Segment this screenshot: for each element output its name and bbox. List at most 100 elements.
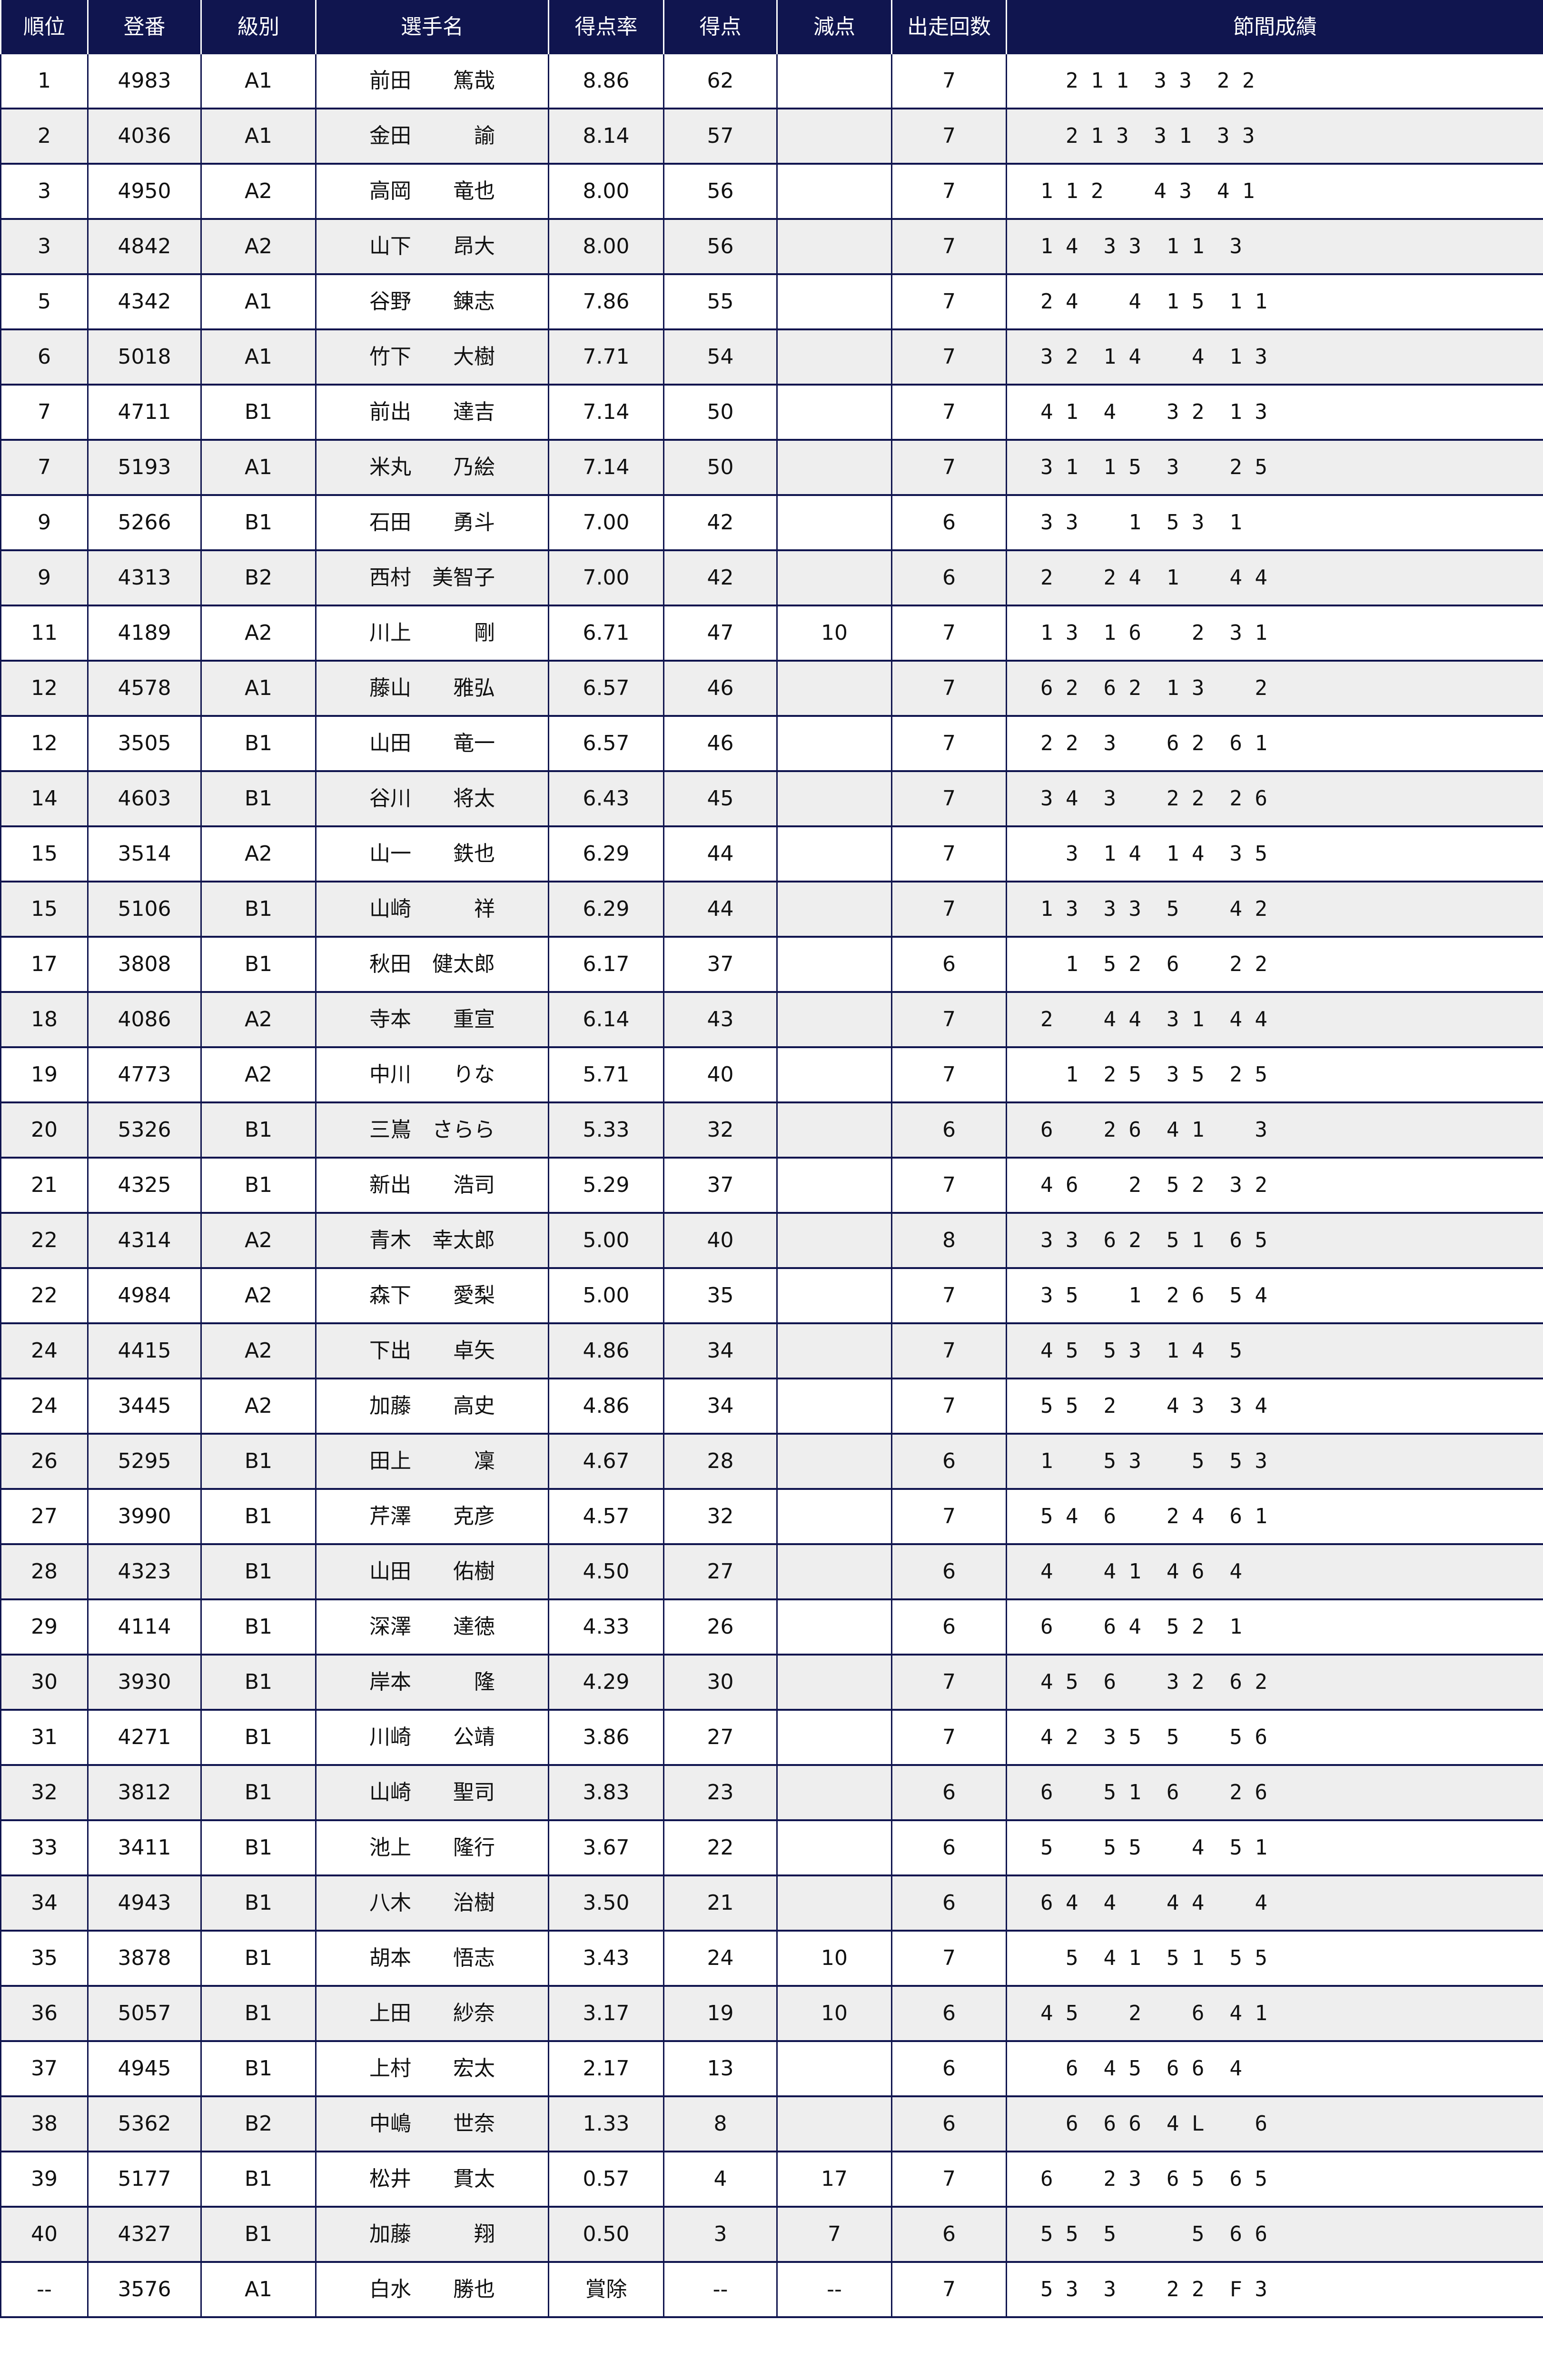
cell-point-rate: 4.50 <box>548 1544 664 1600</box>
cell-racer-name: 山田 佑樹 <box>315 1544 549 1600</box>
cell-racer-name: 田上 凜 <box>315 1434 549 1490</box>
table-row: 9 4313 B2 西村 美智子 7.00 42 6 2 2 4 1 4 4 <box>0 550 1543 606</box>
cell-racer-name: 山田 竜一 <box>315 716 549 772</box>
cell-starts: 7 <box>891 1378 1007 1435</box>
cell-series-results: 3 4 3 2 2 2 6 <box>1006 771 1543 827</box>
cell-class: A2 <box>200 826 317 883</box>
cell-reg-no: 4189 <box>87 605 202 662</box>
cell-reg-no: 4943 <box>87 1875 202 1932</box>
table-row: 34 4943 B1 八木 治樹 3.50 21 6 6 4 4 4 4 4 <box>0 1875 1543 1932</box>
cell-point-rate: 0.50 <box>548 2207 664 2263</box>
cell-point-rate: 4.67 <box>548 1434 664 1490</box>
cell-series-results: 1 4 3 3 1 1 3 <box>1006 219 1543 275</box>
cell-series-results: 4 4 1 4 6 4 <box>1006 1544 1543 1600</box>
cell-deduction: 17 <box>776 2152 892 2208</box>
cell-starts: 6 <box>891 2207 1007 2263</box>
cell-reg-no: 3878 <box>87 1931 202 1987</box>
table-row: 7 4711 B1 前出 達吉 7.14 50 7 4 1 4 3 2 1 3 <box>0 385 1543 441</box>
cell-series-results: 6 4 4 4 4 4 <box>1006 1875 1543 1932</box>
cell-points: 34 <box>663 1323 778 1379</box>
cell-racer-name: 石田 勇斗 <box>315 495 549 551</box>
cell-point-rate: 7.14 <box>548 440 664 496</box>
cell-point-rate: 8.86 <box>548 54 664 109</box>
table-row: -- 3576 A1 白水 勝也 賞除 -- -- 7 5 3 3 2 2 F 3 <box>0 2262 1543 2318</box>
cell-rank: 39 <box>0 2152 89 2208</box>
cell-series-results: 6 6 4 5 2 1 <box>1006 1599 1543 1656</box>
cell-racer-name: 加藤 高史 <box>315 1378 549 1435</box>
table-row: 27 3990 B1 芹澤 克彦 4.57 32 7 5 4 6 2 4 6 1 <box>0 1489 1543 1545</box>
cell-starts: 7 <box>891 274 1007 330</box>
cell-deduction <box>776 219 892 275</box>
table-row: 22 4984 A2 森下 愛梨 5.00 35 7 3 5 1 2 6 5 4 <box>0 1268 1543 1324</box>
cell-series-results: 1 2 5 3 5 2 5 <box>1006 1047 1543 1103</box>
cell-starts: 6 <box>891 1599 1007 1656</box>
cell-point-rate: 7.86 <box>548 274 664 330</box>
table-row: 28 4323 B1 山田 佑樹 4.50 27 6 4 4 1 4 6 4 <box>0 1544 1543 1600</box>
cell-starts: 7 <box>891 329 1007 386</box>
cell-class: A1 <box>200 440 317 496</box>
cell-starts: 6 <box>891 1986 1007 2042</box>
cell-reg-no: 4086 <box>87 992 202 1048</box>
cell-racer-name: 青木 幸太郎 <box>315 1213 549 1269</box>
cell-series-results: 4 5 6 3 2 6 2 <box>1006 1655 1543 1711</box>
cell-rank: 34 <box>0 1875 89 1932</box>
cell-points: 23 <box>663 1765 778 1821</box>
table-row: 37 4945 B1 上村 宏太 2.17 13 6 6 4 5 6 6 4 <box>0 2041 1543 2097</box>
cell-reg-no: 4323 <box>87 1544 202 1600</box>
cell-racer-name: 金田 諭 <box>315 109 549 165</box>
cell-racer-name: 中川 りな <box>315 1047 549 1103</box>
cell-point-rate: 4.33 <box>548 1599 664 1656</box>
cell-point-rate: 8.00 <box>548 164 664 220</box>
header-series-results: 節間成績 <box>1006 0 1543 54</box>
cell-class: A2 <box>200 1213 317 1269</box>
cell-rank: 5 <box>0 274 89 330</box>
cell-deduction <box>776 440 892 496</box>
cell-starts: 7 <box>891 440 1007 496</box>
cell-point-rate: 5.00 <box>548 1268 664 1324</box>
cell-points: 37 <box>663 1158 778 1214</box>
table-row: 12 3505 B1 山田 竜一 6.57 46 7 2 2 3 6 2 6 1 <box>0 716 1543 772</box>
cell-points: 43 <box>663 992 778 1048</box>
table-row: 3 4950 A2 高岡 竜也 8.00 56 7 1 1 2 4 3 4 1 <box>0 164 1543 220</box>
cell-class: A2 <box>200 164 317 220</box>
cell-points: 21 <box>663 1875 778 1932</box>
cell-points: 47 <box>663 605 778 662</box>
cell-rank: 22 <box>0 1213 89 1269</box>
cell-deduction <box>776 992 892 1048</box>
cell-series-results: 2 1 3 3 1 3 3 <box>1006 109 1543 165</box>
cell-starts: 7 <box>891 2262 1007 2318</box>
cell-starts: 7 <box>891 1710 1007 1766</box>
cell-reg-no: 3445 <box>87 1378 202 1435</box>
cell-point-rate: 4.86 <box>548 1323 664 1379</box>
cell-class: A1 <box>200 274 317 330</box>
cell-starts: 6 <box>891 1544 1007 1600</box>
cell-reg-no: 3812 <box>87 1765 202 1821</box>
table-row: 24 4415 A2 下出 卓矢 4.86 34 7 4 5 5 3 1 4 5 <box>0 1323 1543 1379</box>
cell-deduction <box>776 329 892 386</box>
cell-racer-name: 川上 剛 <box>315 605 549 662</box>
cell-series-results: 1 3 3 3 5 4 2 <box>1006 882 1543 938</box>
cell-series-results: 1 1 2 4 3 4 1 <box>1006 164 1543 220</box>
cell-point-rate: 6.14 <box>548 992 664 1048</box>
cell-series-results: 5 3 3 2 2 F 3 <box>1006 2262 1543 2318</box>
header-deduction: 減点 <box>776 0 892 54</box>
cell-class: A1 <box>200 2262 317 2318</box>
cell-deduction <box>776 54 892 109</box>
cell-rank: 3 <box>0 164 89 220</box>
cell-racer-name: 藤山 雅弘 <box>315 661 549 717</box>
cell-reg-no: 5295 <box>87 1434 202 1490</box>
cell-point-rate: 5.29 <box>548 1158 664 1214</box>
cell-starts: 7 <box>891 716 1007 772</box>
cell-deduction <box>776 550 892 606</box>
table-row: 40 4327 B1 加藤 翔 0.50 3 7 6 5 5 5 5 6 6 <box>0 2207 1543 2263</box>
cell-class: A2 <box>200 219 317 275</box>
cell-deduction <box>776 1102 892 1159</box>
cell-rank: 1 <box>0 54 89 109</box>
cell-deduction <box>776 716 892 772</box>
table-row: 5 4342 A1 谷野 錬志 7.86 55 7 2 4 4 1 5 1 1 <box>0 274 1543 330</box>
cell-series-results: 3 5 1 2 6 5 4 <box>1006 1268 1543 1324</box>
cell-reg-no: 5177 <box>87 2152 202 2208</box>
cell-point-rate: 6.57 <box>548 716 664 772</box>
cell-starts: 7 <box>891 1655 1007 1711</box>
cell-point-rate: 8.14 <box>548 109 664 165</box>
